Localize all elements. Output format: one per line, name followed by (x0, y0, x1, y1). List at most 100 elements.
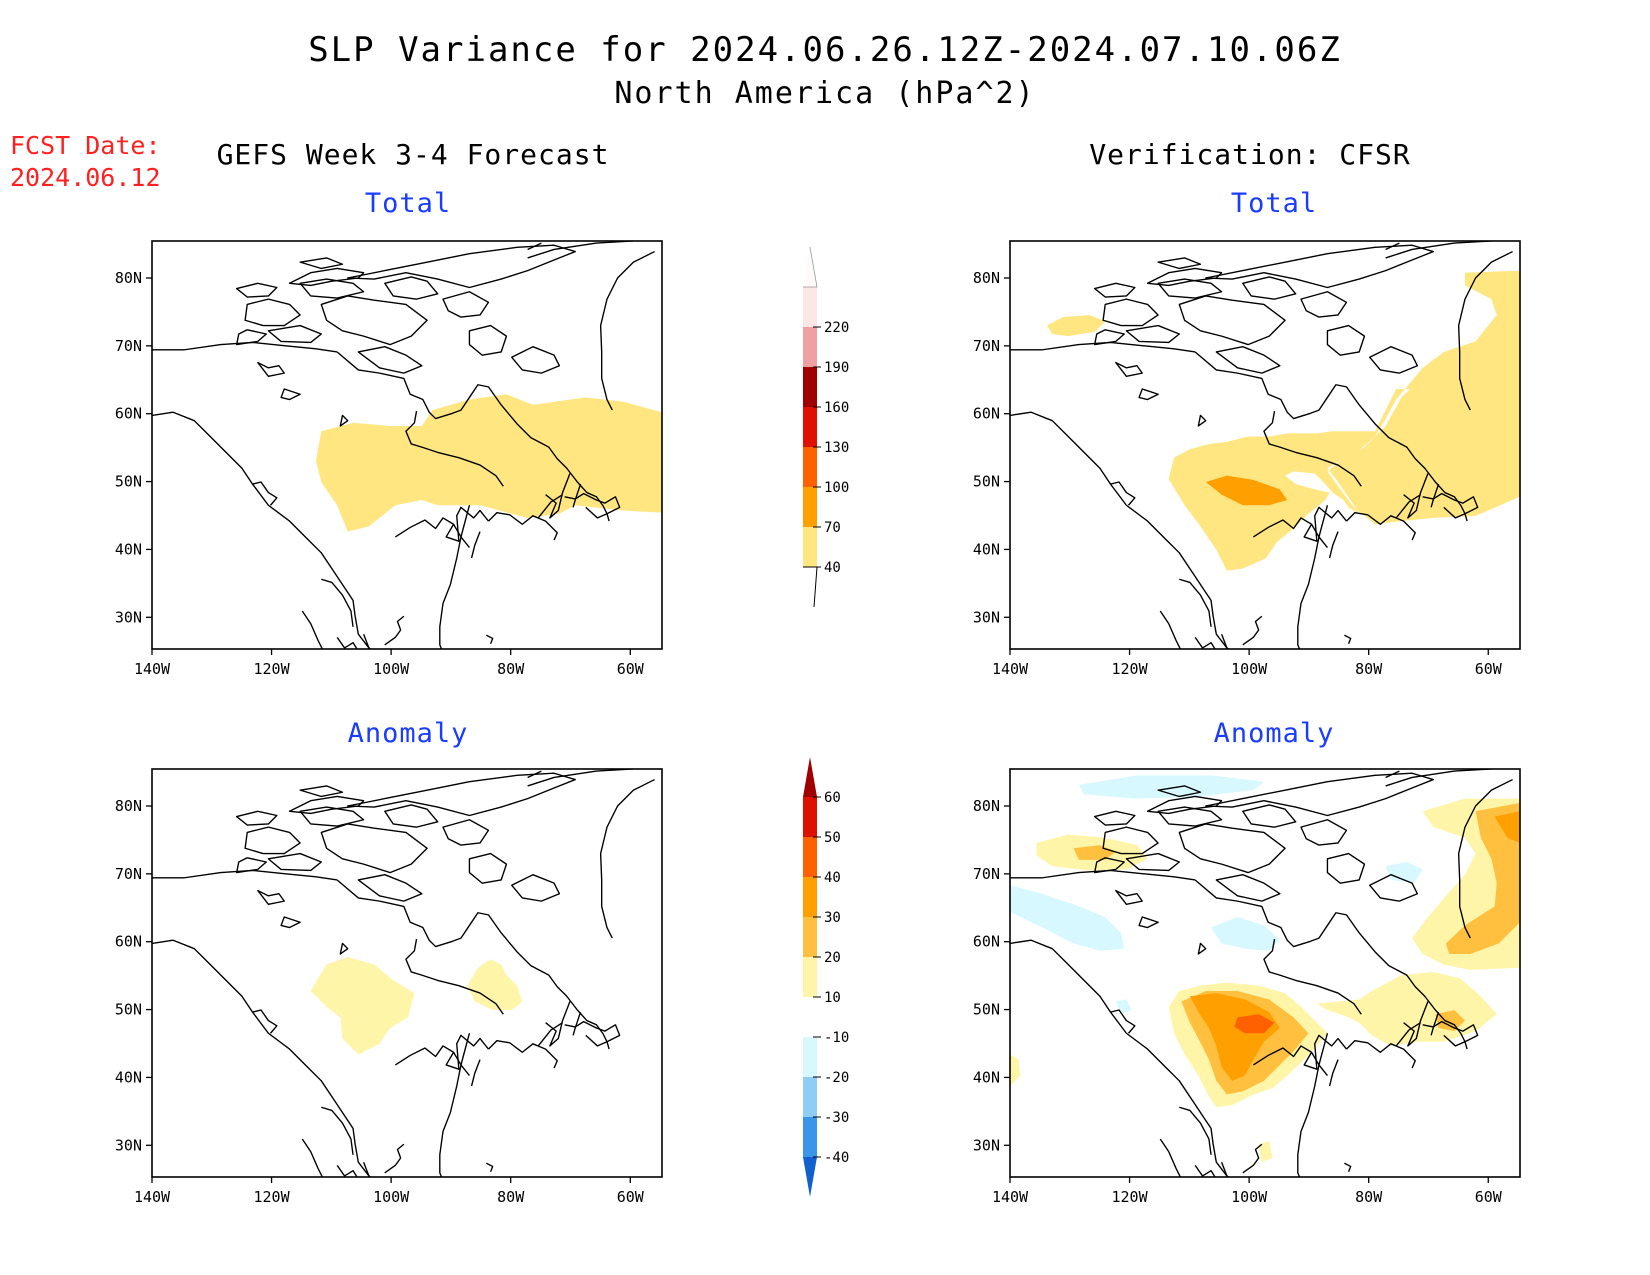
shading (1047, 270, 1520, 571)
colorbar-level: 130 (824, 440, 849, 456)
colorbar-level: 30 (824, 910, 841, 926)
panel-forecast-total: 140W 120W 100W 80W 60W 30N 40N 50N 60N 70N 80N (115, 240, 663, 678)
lat-label: 70N (973, 865, 1000, 883)
lat-label: 40N (973, 540, 1000, 558)
lat-label: 40N (973, 1068, 1000, 1086)
lat-label: 70N (115, 337, 142, 355)
lat-label: 80N (973, 797, 1000, 815)
colorbar-level: -20 (824, 1070, 849, 1086)
fcst-date-label: FCST Date: (10, 131, 161, 160)
column-header-forecast: GEFS Week 3-4 Forecast (216, 138, 610, 171)
lat-label: 80N (973, 269, 1000, 287)
panel-title-verification-anomaly: Anomaly (1213, 718, 1335, 749)
lat-label: 50N (973, 1001, 1000, 1019)
shading (316, 394, 662, 532)
colorbar-swatch (803, 997, 817, 1037)
lon-label: 80W (1355, 1188, 1383, 1206)
lon-label: 60W (617, 1188, 645, 1206)
fcst-date-value: 2024.06.12 (10, 163, 161, 192)
lon-label: 120W (254, 1188, 291, 1206)
map-frame (1009, 240, 1521, 650)
colorbar-level: -10 (824, 1030, 849, 1046)
colorbars: 40 70 100 130 160 190 220 60 50 40 30 20 10 -10 -20 -30… (803, 246, 849, 1197)
colorbar-level: 220 (824, 320, 849, 336)
colorbar-level: 60 (824, 790, 841, 806)
colorbar-level: 10 (824, 990, 841, 1006)
colorbar-swatch (803, 1117, 817, 1157)
colorbar-swatch (803, 487, 817, 527)
lon-label: 120W (1112, 1188, 1149, 1206)
colorbar-level: 50 (824, 830, 841, 846)
panel-title-verification-total: Total (1230, 188, 1318, 219)
map-frame (151, 768, 663, 1178)
lat-label: 80N (115, 797, 142, 815)
panel-verification-anomaly: 140W 120W 100W 80W 60W 30N 40N 50N 60N 70N 80N (973, 768, 1521, 1206)
colorbar-swatch (803, 1077, 817, 1117)
lat-label: 60N (115, 933, 142, 951)
colorbar-level: 160 (824, 400, 849, 416)
lat-label: 30N (973, 608, 1000, 626)
lon-label: 140W (134, 1188, 171, 1206)
colorbar-swatch (803, 527, 817, 567)
colorbar-level: 190 (824, 360, 849, 376)
column-header-verification: Verification: CFSR (1089, 138, 1411, 171)
main-subtitle: North America (hPa^2) (614, 76, 1036, 111)
lon-label: 120W (254, 660, 291, 678)
lon-label: 80W (497, 660, 525, 678)
lon-label: 120W (1112, 660, 1149, 678)
lon-label: 60W (1475, 660, 1503, 678)
map-frame (1009, 768, 1521, 1178)
lon-label: 80W (1355, 660, 1383, 678)
lat-label: 60N (115, 405, 142, 423)
coastline (152, 769, 656, 1177)
colorbar-swatch (803, 447, 817, 487)
colorbar-swatch (803, 877, 817, 917)
lon-label: 100W (373, 1188, 410, 1206)
lat-label: 30N (115, 608, 142, 626)
lat-label: 50N (115, 473, 142, 491)
lat-label: 60N (973, 933, 1000, 951)
lat-label: 80N (115, 269, 142, 287)
lon-label: 60W (1475, 1188, 1503, 1206)
colorbar-level: -40 (824, 1150, 849, 1166)
lat-label: 30N (973, 1136, 1000, 1154)
colorbar-level: 70 (824, 520, 841, 536)
lat-label: 30N (115, 1136, 142, 1154)
panel-title-forecast-total: Total (364, 188, 452, 219)
lat-label: 50N (973, 473, 1000, 491)
lon-label: 140W (992, 660, 1029, 678)
colorbar-swatch (803, 837, 817, 877)
lat-label: 60N (973, 405, 1000, 423)
colorbar-level: 20 (824, 950, 841, 966)
colorbar-swatch (803, 917, 817, 957)
lon-label: 100W (373, 660, 410, 678)
map-panels: 140W 120W 100W 80W 60W30N40N50N60N70N80N140W… (115, 240, 1521, 1206)
colorbar-level: 40 (824, 870, 841, 886)
lat-label: 70N (115, 865, 142, 883)
colorbar-swatch (803, 797, 817, 837)
colorbar-total: 40 70 100 130 160 190 220 (803, 246, 849, 608)
lon-label: 60W (617, 660, 645, 678)
colorbar-anomaly: 60 50 40 30 20 10 -10 -20 -30 -40 (803, 757, 849, 1197)
lat-label: 50N (115, 1001, 142, 1019)
lon-label: 80W (497, 1188, 525, 1206)
lon-label: 100W (1231, 660, 1268, 678)
lat-label: 40N (115, 540, 142, 558)
panel-title-forecast-anomaly: Anomaly (347, 718, 469, 749)
panel-forecast-anomaly: 140W 120W 100W 80W 60W 30N 40N 50N 60N 70N 80N (115, 768, 663, 1206)
main-title: SLP Variance for 2024.06.26.12Z-2024.07.… (308, 30, 1342, 70)
colorbar-level: 100 (824, 480, 849, 496)
lon-label: 100W (1231, 1188, 1268, 1206)
colorbar-swatch (803, 367, 817, 407)
colorbar-swatch (803, 407, 817, 447)
colorbar-level: -30 (824, 1110, 849, 1126)
panel-verification-total: 140W 120W 100W 80W 60W 30N 40N 50N 60N 70N 80N (973, 240, 1521, 678)
map-frame (151, 240, 663, 650)
colorbar-level: 40 (824, 560, 841, 576)
colorbar-swatch (803, 957, 817, 997)
lon-label: 140W (134, 660, 171, 678)
colorbar-swatch (803, 1037, 817, 1077)
colorbar-swatch (803, 327, 817, 367)
lat-label: 40N (115, 1068, 142, 1086)
